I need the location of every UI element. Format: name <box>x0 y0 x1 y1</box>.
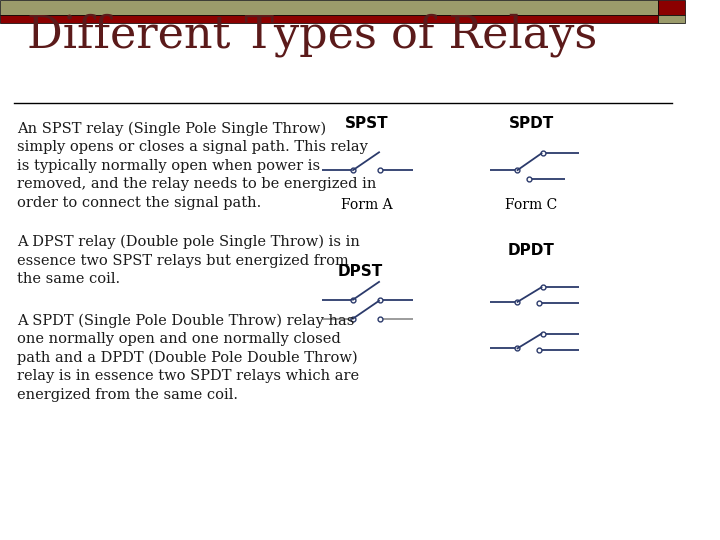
Text: An SPST relay (Single Pole Single Throw)
simply opens or closes a signal path. T: An SPST relay (Single Pole Single Throw)… <box>17 122 377 210</box>
Text: Form A: Form A <box>341 198 392 212</box>
Text: A DPST relay (Double pole Single Throw) is in
essence two SPST relays but energi: A DPST relay (Double pole Single Throw) … <box>17 235 360 286</box>
Text: Form C: Form C <box>505 198 557 212</box>
Text: A SPDT (Single Pole Double Throw) relay has
one normally open and one normally c: A SPDT (Single Pole Double Throw) relay … <box>17 313 359 402</box>
Bar <box>0 0 658 15</box>
Text: DPDT: DPDT <box>508 242 554 258</box>
Bar <box>658 15 685 23</box>
Text: Different Types of Relays: Different Types of Relays <box>27 13 598 57</box>
Bar <box>0 15 658 23</box>
Text: DPST: DPST <box>337 264 382 279</box>
Text: SPST: SPST <box>345 116 389 131</box>
Text: SPDT: SPDT <box>508 116 554 131</box>
Bar <box>658 0 685 15</box>
